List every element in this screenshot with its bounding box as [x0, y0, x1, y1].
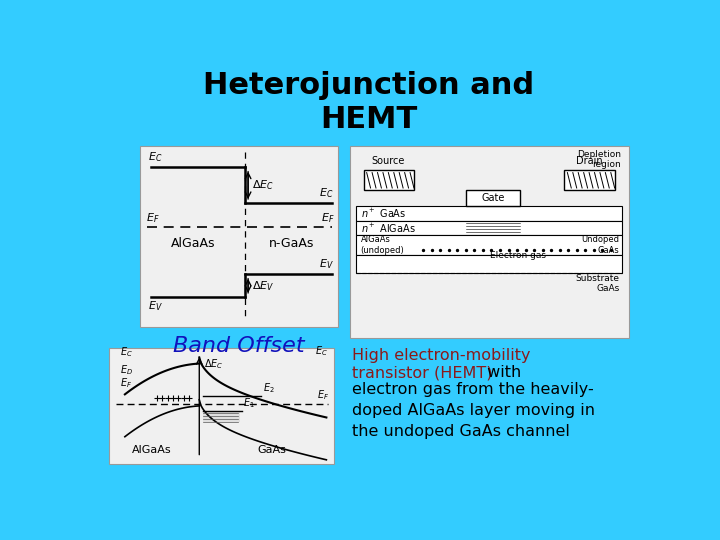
Bar	[109, 348, 334, 464]
Text: $\Delta E_C$: $\Delta E_C$	[204, 357, 223, 372]
Bar	[466, 190, 520, 206]
Text: $E_F$: $E_F$	[120, 376, 132, 390]
Text: $\Delta E_C$: $\Delta E_C$	[252, 178, 274, 192]
Text: $E_C$: $E_C$	[120, 345, 133, 359]
Text: n-GaAs: n-GaAs	[269, 237, 314, 250]
Text: Band Offset: Band Offset	[173, 336, 305, 356]
Text: AlGaAs: AlGaAs	[132, 445, 172, 455]
Text: $n^+$ AlGaAs: $n^+$ AlGaAs	[361, 221, 416, 234]
Text: Gate: Gate	[481, 193, 505, 203]
Text: with: with	[482, 365, 521, 380]
Text: $E_2$: $E_2$	[263, 381, 274, 395]
Text: AlGaAs
(undoped): AlGaAs (undoped)	[361, 235, 404, 255]
Text: Undoped
GaAs: Undoped GaAs	[581, 235, 619, 255]
Text: Electron gas: Electron gas	[490, 251, 546, 260]
Text: electron gas from the heavily-
doped AlGaAs layer moving in
the undoped GaAs cha: electron gas from the heavily- doped AlG…	[352, 382, 595, 439]
Text: AlGaAs: AlGaAs	[171, 237, 215, 250]
Text: Source: Source	[372, 157, 405, 166]
Bar	[140, 146, 338, 327]
Text: Drain: Drain	[576, 157, 603, 166]
Text: $E_F$: $E_F$	[145, 211, 159, 225]
Bar	[564, 170, 615, 190]
Text: $E_F$: $E_F$	[318, 388, 330, 402]
Bar	[356, 255, 622, 273]
Bar	[364, 170, 414, 190]
Text: $E_F$: $E_F$	[321, 211, 335, 225]
Text: Depletion
region: Depletion region	[577, 150, 621, 169]
Text: transistor (HEMT): transistor (HEMT)	[352, 365, 492, 380]
Text: $E_V$: $E_V$	[318, 258, 333, 271]
Text: $E_1$: $E_1$	[243, 396, 255, 410]
Bar	[203, 411, 240, 422]
Text: GaAs: GaAs	[258, 445, 287, 455]
Bar	[356, 206, 622, 221]
FancyBboxPatch shape	[96, 71, 642, 475]
Bar	[356, 235, 622, 255]
Text: Heterojunction and
HEMT: Heterojunction and HEMT	[204, 71, 534, 133]
Text: $\Delta E_V$: $\Delta E_V$	[252, 279, 274, 293]
Text: $E_C$: $E_C$	[319, 186, 333, 200]
Bar	[356, 221, 622, 235]
Text: High electron-mobility: High electron-mobility	[352, 348, 531, 363]
Text: Substrate
GaAs: Substrate GaAs	[575, 274, 619, 293]
Text: $n^+$ GaAs: $n^+$ GaAs	[361, 207, 407, 220]
Text: $E_D$: $E_D$	[120, 363, 133, 377]
Bar	[350, 146, 629, 338]
Text: $E_V$: $E_V$	[148, 300, 163, 313]
Text: $E_C$: $E_C$	[148, 150, 163, 164]
Text: $E_C$: $E_C$	[315, 345, 328, 358]
